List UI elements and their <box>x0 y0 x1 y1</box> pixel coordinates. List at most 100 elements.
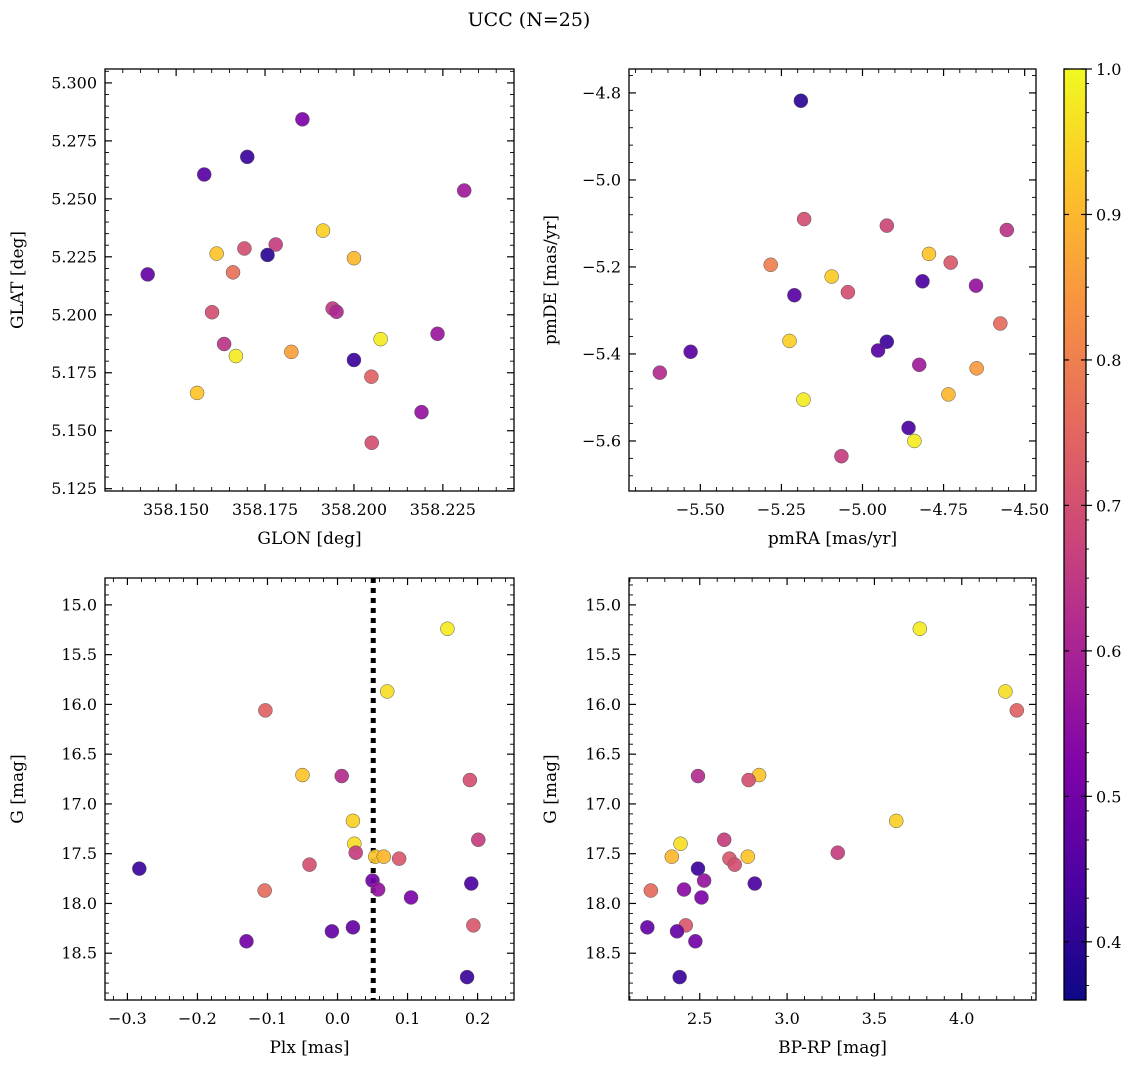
scatter-point <box>348 845 363 860</box>
scatter-point <box>209 246 224 261</box>
scatter-point <box>257 883 272 898</box>
y-tick-label: 5.275 <box>51 131 97 150</box>
scatter-point <box>907 433 922 449</box>
scatter-point <box>373 331 388 347</box>
scatter-point <box>690 861 706 876</box>
y-tick-label: 17.0 <box>585 794 621 813</box>
scatter-point <box>345 813 361 829</box>
x-tick-label: −0.3 <box>108 1009 147 1028</box>
y-tick-label: 16.5 <box>61 745 97 764</box>
x-tick-label: 0.1 <box>395 1009 420 1028</box>
x-tick-label: 4.0 <box>949 1009 974 1028</box>
y-axis-label: GLAT [deg] <box>8 231 28 329</box>
colorbar-tick-label: 0.9 <box>1096 205 1121 224</box>
scatter-point <box>999 222 1015 238</box>
y-tick-label: −5.6 <box>582 431 621 450</box>
scatter-point <box>796 211 812 227</box>
y-tick-label: 18.0 <box>61 894 97 913</box>
scatter-point <box>379 684 395 699</box>
scatter-points <box>640 621 1025 985</box>
y-tick-label: 15.5 <box>61 645 97 664</box>
y-axis-label: G [mag] <box>8 754 28 823</box>
x-tick-label: 358.200 <box>321 500 387 519</box>
scatter-point <box>268 237 283 252</box>
y-tick-label: 5.225 <box>51 247 97 266</box>
scatter-point <box>941 387 956 402</box>
y-tick-label: −5.4 <box>582 344 621 363</box>
scatter-point <box>793 93 809 109</box>
scatter-point <box>403 890 419 905</box>
scatter-point <box>796 392 811 407</box>
x-tick-label: −5.25 <box>757 500 806 519</box>
scatter-point <box>324 924 340 939</box>
y-tick-label: 17.5 <box>61 844 97 863</box>
x-tick-label: 0.2 <box>465 1009 490 1028</box>
scatter-point <box>912 357 927 373</box>
scatter-point <box>346 250 362 266</box>
scatter-point <box>462 772 478 788</box>
scatter-point <box>643 883 659 898</box>
x-tick-label: 3.0 <box>774 1009 799 1028</box>
scatter-point <box>998 684 1013 699</box>
scatter-point <box>676 882 692 897</box>
y-tick-label: −4.8 <box>582 83 621 102</box>
scatter-point <box>740 849 756 864</box>
scatter-point <box>140 267 155 282</box>
x-axis-label: pmRA [mas/yr] <box>768 529 897 549</box>
scatter-point <box>315 223 331 238</box>
colorbar: 0.4 0.5 0.6 0.7 0.8 0.9 1.0 <box>1063 60 1121 1001</box>
scatter-point <box>302 857 317 872</box>
colorbar-tick-label: 0.8 <box>1096 351 1121 370</box>
scatter-point <box>216 336 232 352</box>
y-tick-label: 17.5 <box>585 844 621 863</box>
scatter-point <box>364 369 379 384</box>
scatter-point <box>672 969 687 985</box>
x-tick-label: 2.5 <box>687 1009 712 1028</box>
scatter-point <box>664 849 680 864</box>
x-axis-label: Plx [mas] <box>269 1038 349 1058</box>
x-tick-label: 358.150 <box>143 500 209 519</box>
scatter-point <box>228 348 244 364</box>
x-tick-label: −4.50 <box>1000 500 1049 519</box>
scatter-point <box>364 435 379 451</box>
scatter-point <box>370 882 386 897</box>
scatter-point <box>673 836 688 851</box>
scatter-point <box>669 924 685 939</box>
scatter-point <box>295 112 310 127</box>
scatter-point <box>741 772 756 788</box>
scatter-point <box>459 969 475 985</box>
colorbar-tick-label: 1.0 <box>1096 60 1121 79</box>
x-tick-label: 358.175 <box>232 500 298 519</box>
scatter-point <box>782 333 797 349</box>
x-tick-label: 3.5 <box>862 1009 887 1028</box>
scatter-point <box>260 247 275 263</box>
y-tick-label: 18.5 <box>61 944 97 963</box>
scatter-point <box>943 255 958 270</box>
colorbar-tick-label: 0.7 <box>1096 496 1121 515</box>
scatter-point <box>696 873 712 888</box>
panel-pmra-pmde: −5.50 −5.25 −5.00 −4.75 −4.50 −5.6 −5.4 −5.2 −5.… <box>541 68 1049 549</box>
scatter-point <box>727 857 742 872</box>
y-tick-label: 5.175 <box>51 363 97 382</box>
scatter-points <box>652 93 1015 464</box>
y-tick-label: 5.300 <box>51 73 97 92</box>
scatter-point <box>414 404 429 420</box>
y-tick-label: 18.0 <box>585 894 621 913</box>
scatter-point <box>834 448 849 464</box>
y-tick-label: 5.200 <box>51 305 97 324</box>
scatter-point <box>258 703 273 718</box>
scatter-point <box>993 316 1008 331</box>
y-axis-label: G [mag] <box>541 754 561 823</box>
y-tick-label: 16.0 <box>585 695 621 714</box>
y-tick-label: 18.5 <box>585 944 621 963</box>
scatter-point <box>969 361 984 376</box>
x-axis-label: GLON [deg] <box>257 529 361 549</box>
axes-frame <box>104 577 515 1001</box>
scatter-point <box>690 768 706 784</box>
axes-frame <box>628 577 1037 1001</box>
scatter-point <box>716 832 732 848</box>
scatter-point <box>284 344 299 360</box>
panel-plx-g: −0.3 −0.2 −0.1 0.0 0.1 0.2 15.0 15.5 16.0 16.5 17.… <box>8 577 515 1058</box>
scatter-point <box>132 861 147 876</box>
